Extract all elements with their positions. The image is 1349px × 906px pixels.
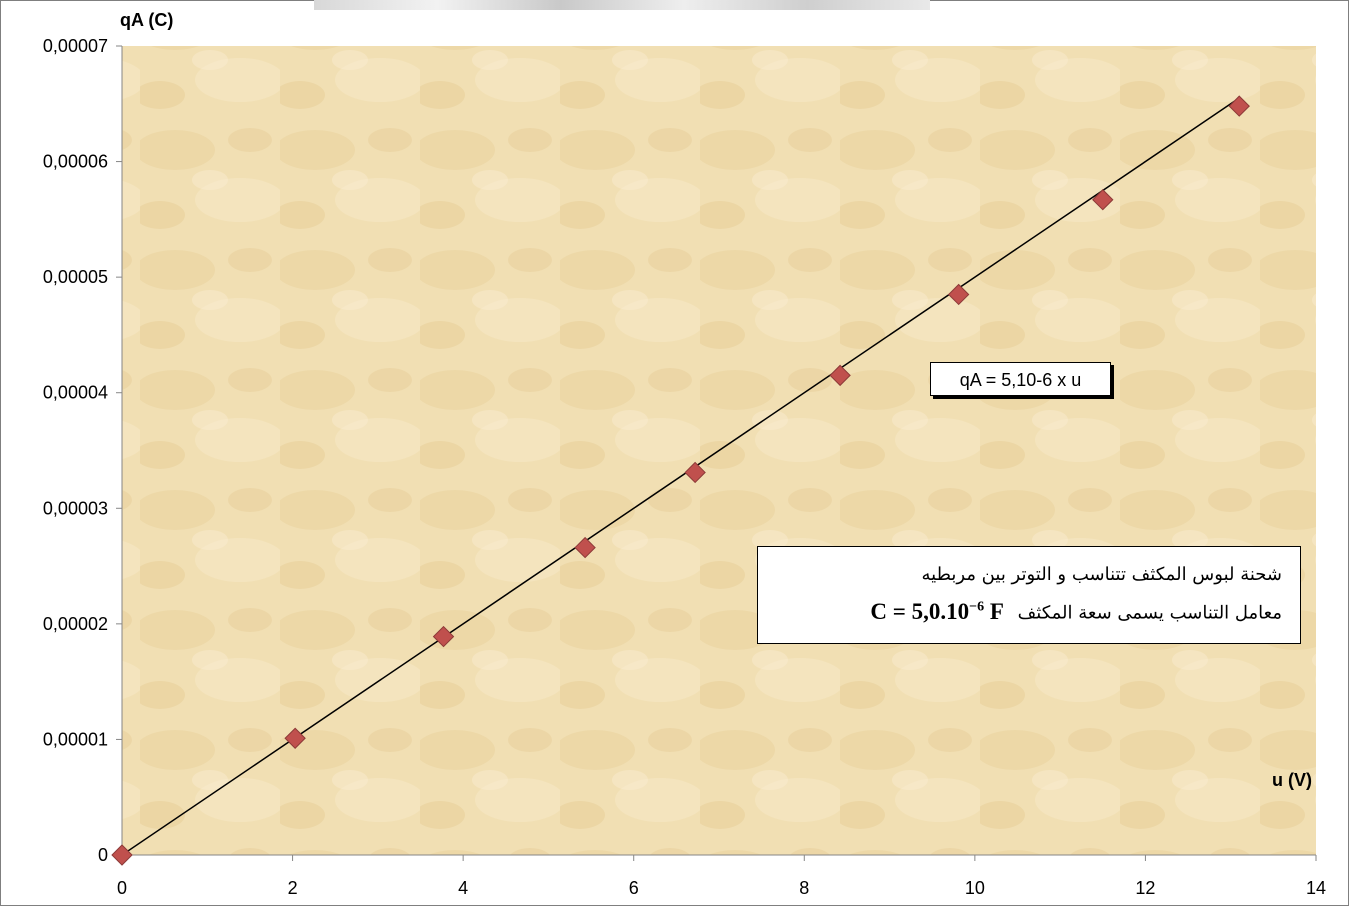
trendline-equation-label: qA = 5,10-6 x u — [930, 362, 1111, 396]
data-point-marker — [1228, 95, 1250, 117]
x-tick-label: 12 — [1135, 878, 1155, 898]
x-tick-label: 8 — [799, 878, 809, 898]
data-point-marker — [432, 625, 455, 648]
x-tick-label: 14 — [1306, 878, 1326, 898]
conclusion-note: شحنة لبوس المكثف تتناسب و التوتر بين مرب… — [757, 546, 1301, 644]
data-point-marker — [947, 283, 970, 306]
capacitance-formula: C = 5,0.10−6 F — [870, 598, 1004, 624]
y-tick-label: 0,00003 — [43, 498, 108, 518]
x-tick-label: 0 — [117, 878, 127, 898]
y-tick-label: 0 — [98, 845, 108, 865]
data-point-marker — [1092, 189, 1114, 211]
cropped-photo-strip — [314, 0, 930, 10]
data-point-marker — [111, 844, 133, 866]
x-tick-label: 2 — [288, 878, 298, 898]
y-tick-label: 0,00006 — [43, 152, 108, 172]
y-axis-title: qA (C) — [120, 10, 173, 30]
x-tick-label: 6 — [629, 878, 639, 898]
data-point-marker — [284, 727, 306, 749]
y-tick-label: 0,00001 — [43, 729, 108, 749]
y-tick-label: 0,00002 — [43, 614, 108, 634]
equation-text: qA = 5,10-6 x u — [959, 370, 1082, 390]
data-point-marker — [684, 461, 706, 484]
note-line-2: معامل التناسب يسمى سعة المكثف — [1017, 602, 1282, 624]
data-point-marker — [829, 364, 851, 387]
trendline — [121, 97, 1240, 856]
x-axis-title: u (V) — [1272, 770, 1312, 790]
y-tick-label: 0,00005 — [43, 267, 108, 287]
note-line-1: شحنة لبوس المكثف تتناسب و التوتر بين مرب… — [921, 564, 1282, 585]
x-tick-label: 4 — [458, 878, 468, 898]
data-point-marker — [574, 536, 596, 559]
y-tick-label: 0,00004 — [43, 383, 108, 403]
x-tick-label: 10 — [965, 878, 985, 898]
y-tick-label: 0,00007 — [43, 36, 108, 56]
